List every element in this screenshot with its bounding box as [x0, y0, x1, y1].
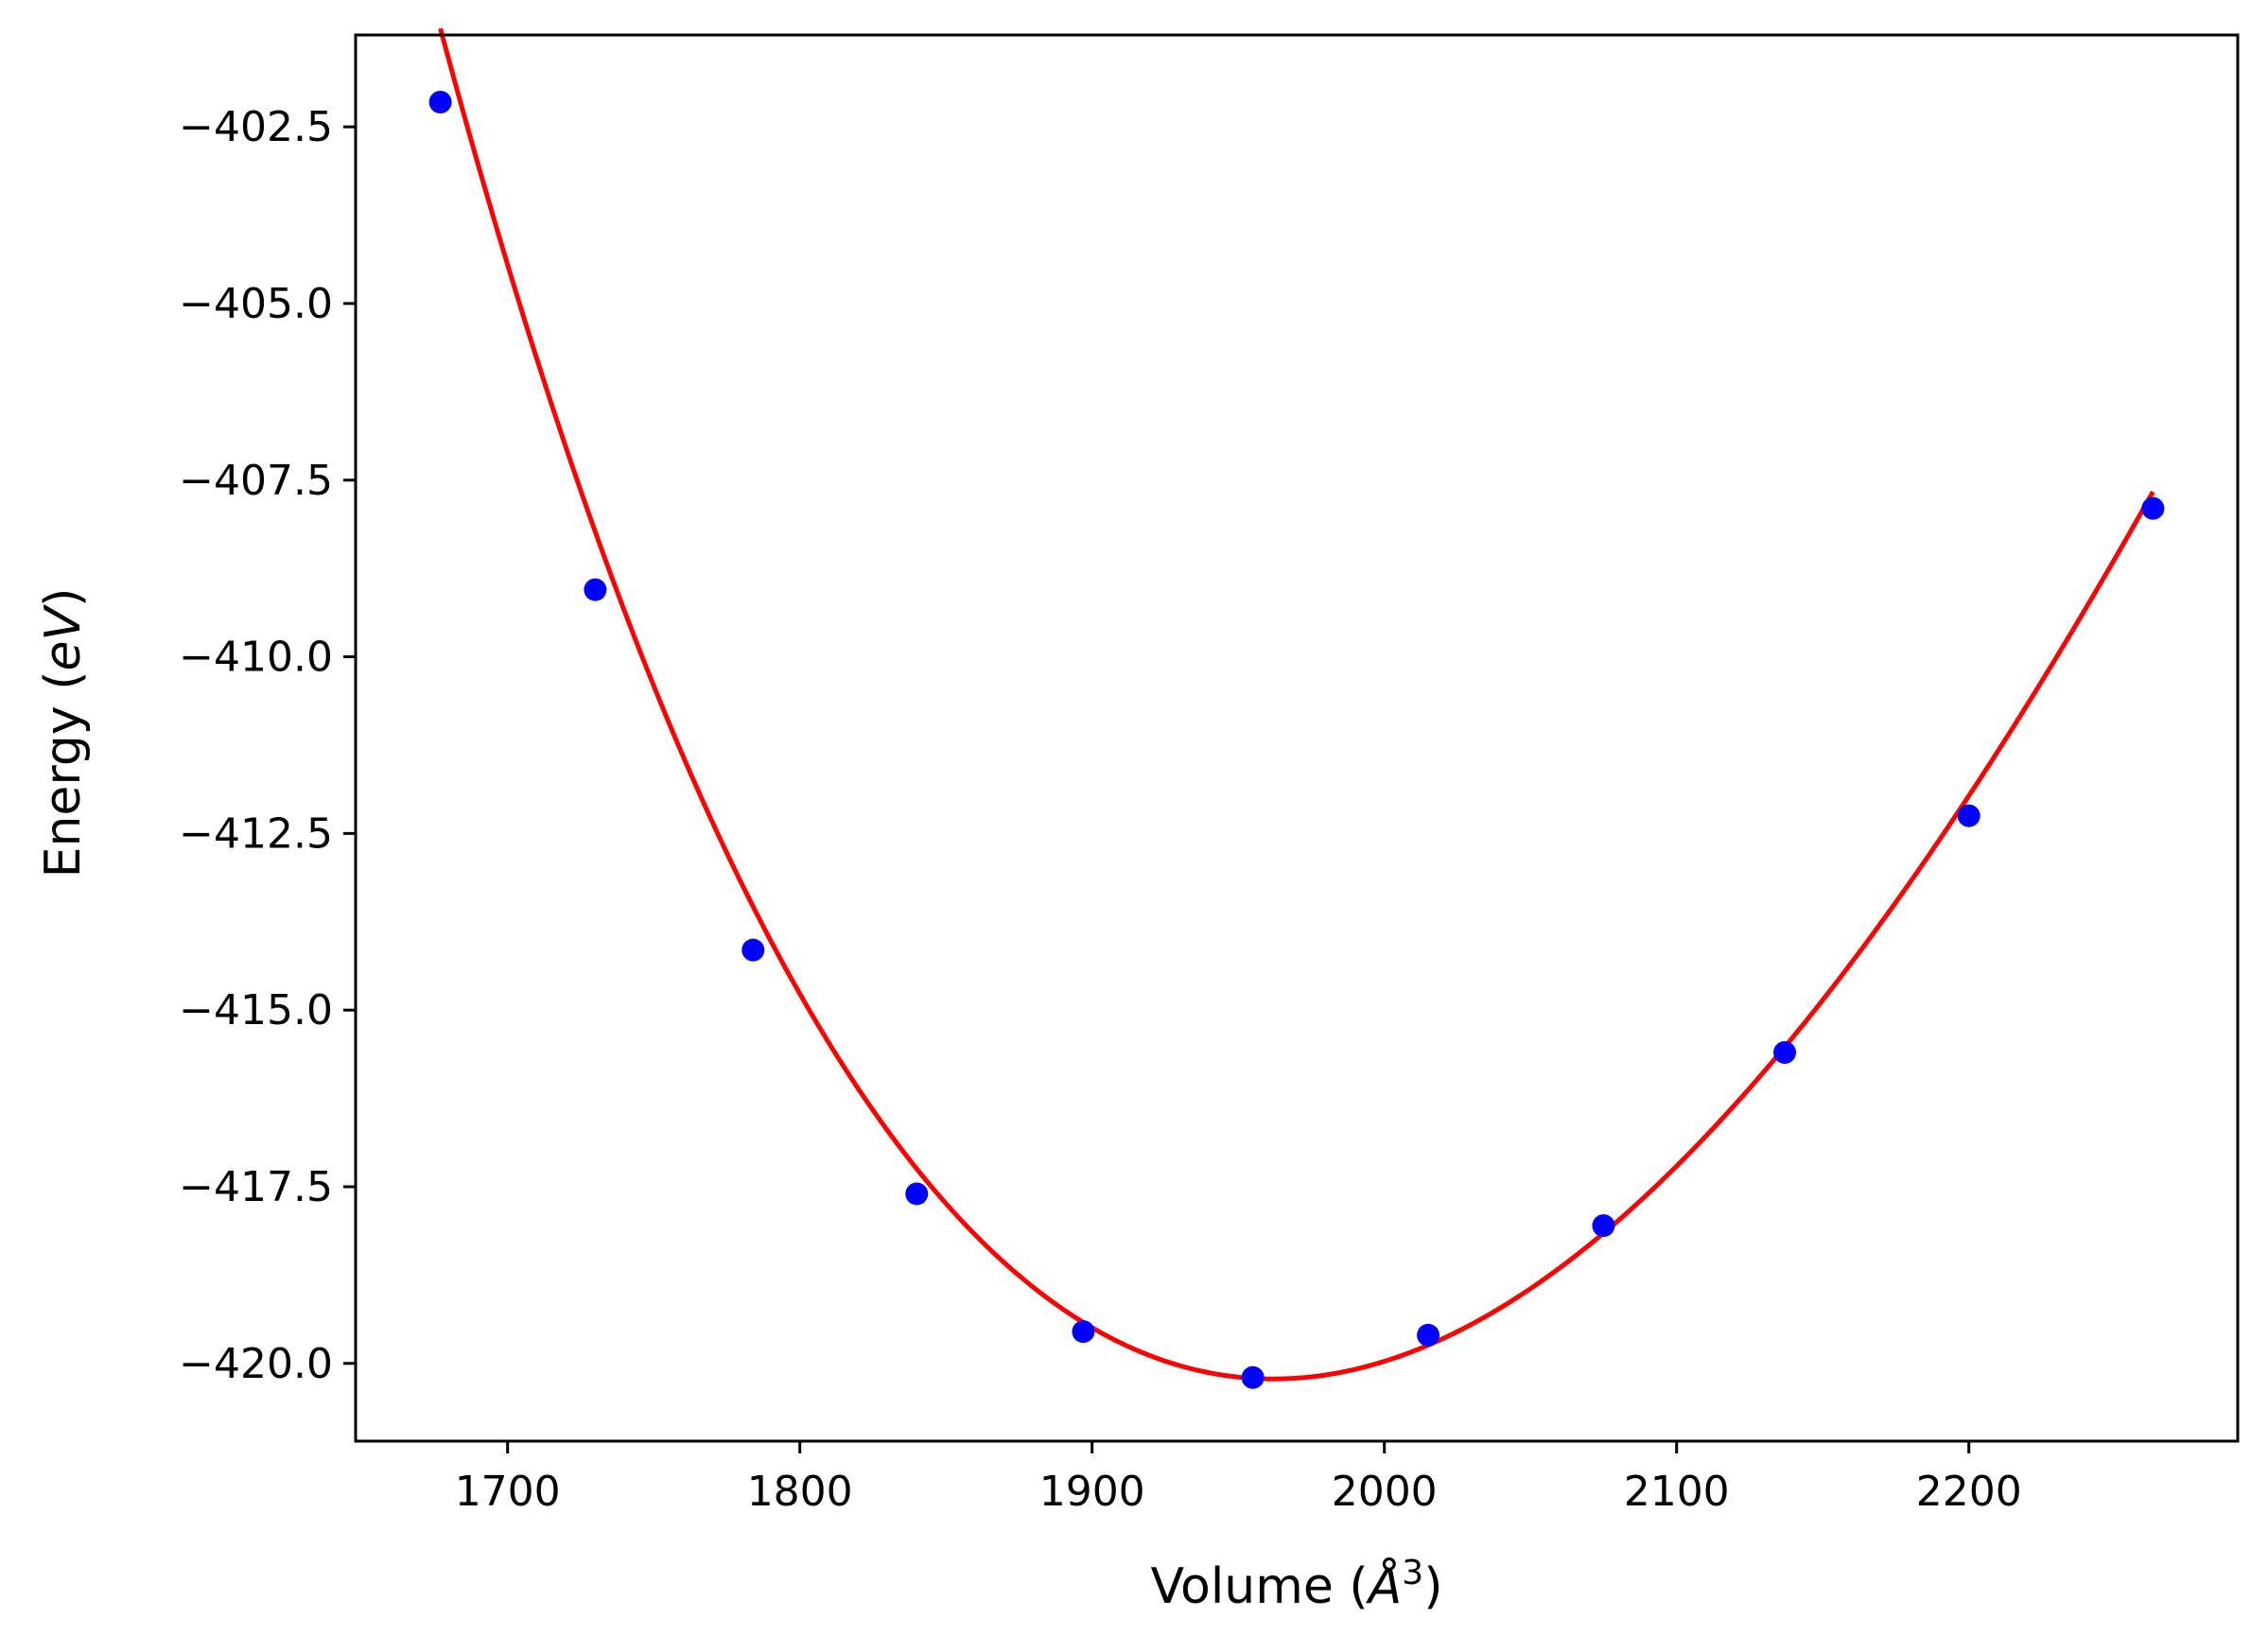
- data-points-layer: [428, 90, 2165, 1389]
- y-tick-label: −412.5: [179, 809, 333, 858]
- x-tick-label: 2100: [1624, 1468, 1730, 1516]
- data-point: [741, 938, 765, 962]
- data-point: [1241, 1365, 1265, 1389]
- x-tick-label: 2000: [1332, 1468, 1438, 1516]
- y-tick-label: −410.0: [179, 634, 333, 682]
- x-axis-label: Volume (Å3): [1151, 1554, 1443, 1615]
- x-tick-label: 1700: [455, 1468, 561, 1516]
- y-tick-label: −405.0: [179, 280, 333, 328]
- y-tick-label: −415.0: [179, 986, 333, 1035]
- data-point: [584, 578, 607, 601]
- y-tick-label: −407.5: [179, 457, 333, 505]
- y-tick-label: −420.0: [179, 1340, 333, 1388]
- y-axis-ticks: −402.5 −405.0 −407.5 −410.0 −412.5 −415.0 −417…: [179, 103, 356, 1388]
- data-point: [905, 1182, 929, 1206]
- fit-curve: [438, 27, 2155, 1382]
- x-axis-ticks: 1700 1800 1900 2000 2100 2200: [455, 1441, 2022, 1516]
- y-tick-label: −417.5: [179, 1163, 333, 1211]
- data-point: [2141, 496, 2165, 520]
- y-tick-label: −402.5: [179, 103, 333, 151]
- data-point: [1417, 1323, 1440, 1347]
- x-tick-label: 1800: [747, 1468, 853, 1516]
- data-point: [1592, 1214, 1615, 1238]
- data-point: [428, 90, 452, 113]
- data-point: [1072, 1320, 1095, 1344]
- x-tick-label: 1900: [1039, 1468, 1145, 1516]
- x-tick-label: 2200: [1916, 1468, 2022, 1516]
- fit-curve-layer: [438, 27, 2155, 1382]
- plot-frame: [354, 33, 2240, 1443]
- data-point: [1773, 1041, 1797, 1065]
- data-point: [1957, 804, 1980, 827]
- y-axis-label: Energy (eV): [35, 588, 92, 878]
